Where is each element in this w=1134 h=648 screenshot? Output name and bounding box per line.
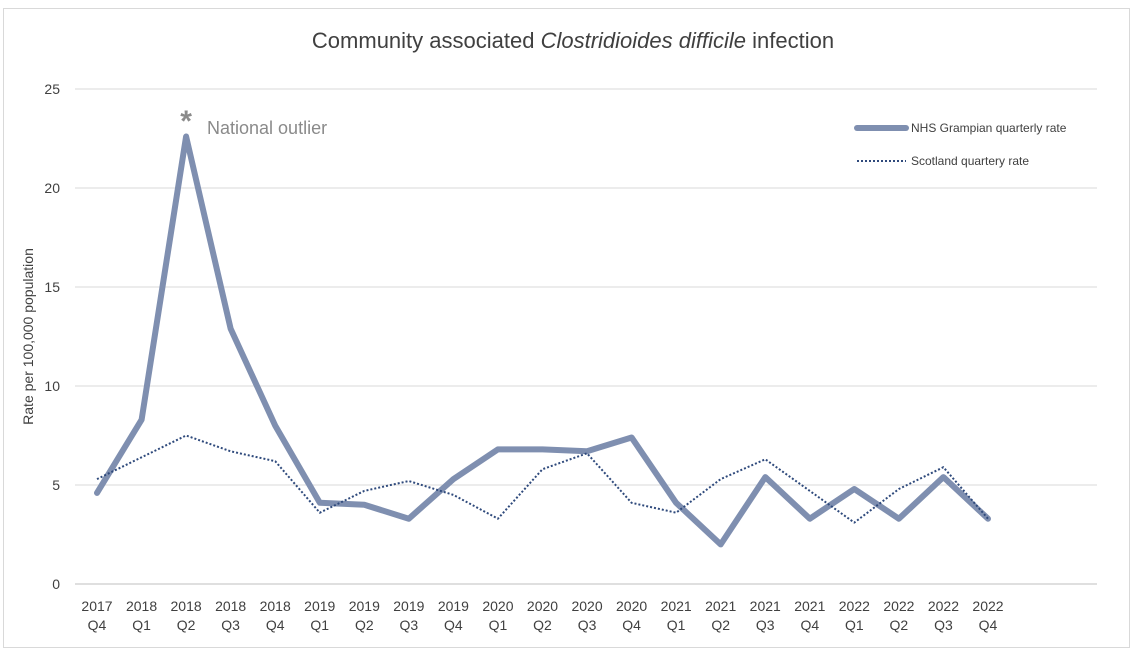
data-point xyxy=(184,434,188,438)
x-tick-label: 2022 xyxy=(928,598,959,614)
x-tick-label: 2022 xyxy=(839,598,870,614)
x-tick-label: Q4 xyxy=(444,617,463,633)
x-tick-label: 2020 xyxy=(482,598,513,614)
data-point xyxy=(362,503,366,507)
x-tick-label: 2019 xyxy=(438,598,469,614)
x-tick-label: 2018 xyxy=(215,598,246,614)
data-point xyxy=(986,517,990,521)
data-point xyxy=(318,511,322,515)
data-point xyxy=(763,457,767,461)
x-tick-label: Q3 xyxy=(400,617,419,633)
x-tick-label: Q4 xyxy=(622,617,641,633)
outlier-marker: * xyxy=(180,105,192,138)
data-point xyxy=(273,459,277,463)
data-point xyxy=(451,493,455,497)
y-tick-label: 0 xyxy=(52,576,60,592)
y-tick-label: 10 xyxy=(44,378,60,394)
x-tick-label: 2021 xyxy=(661,598,692,614)
data-point xyxy=(719,542,723,546)
data-point xyxy=(719,477,723,481)
x-tick-label: Q4 xyxy=(88,617,107,633)
x-tick-label: Q2 xyxy=(355,617,374,633)
x-tick-label: Q1 xyxy=(310,617,329,633)
x-tick-label: 2021 xyxy=(794,598,825,614)
data-point xyxy=(630,501,634,505)
x-tick-label: 2018 xyxy=(126,598,157,614)
y-tick-label: 5 xyxy=(52,477,60,493)
series-line-grampian xyxy=(94,133,991,548)
x-tick-label: 2019 xyxy=(304,598,335,614)
x-tick-label: Q1 xyxy=(132,617,151,633)
data-point xyxy=(140,418,144,422)
data-point xyxy=(496,447,500,451)
x-tick-label: 2020 xyxy=(571,598,602,614)
data-point xyxy=(541,467,545,471)
data-point xyxy=(852,487,856,491)
y-tick-label: 25 xyxy=(44,81,60,97)
data-point xyxy=(541,447,545,451)
data-point xyxy=(630,435,634,439)
x-tick-label: Q1 xyxy=(489,617,508,633)
data-point xyxy=(941,475,945,479)
x-tick-label: Q1 xyxy=(845,617,864,633)
x-tick-label: Q2 xyxy=(711,617,730,633)
outlier-annotation: National outlier xyxy=(207,118,327,138)
x-tick-label: 2017 xyxy=(81,598,112,614)
legend-label: Scotland quartery rate xyxy=(911,154,1029,168)
data-point xyxy=(897,487,901,491)
x-tick-label: 2021 xyxy=(750,598,781,614)
data-point xyxy=(273,424,277,428)
x-tick-label: 2022 xyxy=(883,598,914,614)
x-tick-label: Q2 xyxy=(533,617,552,633)
x-tick-label: Q2 xyxy=(177,617,196,633)
y-tick-label: 20 xyxy=(44,180,60,196)
data-point xyxy=(585,451,589,455)
data-point xyxy=(941,465,945,469)
x-tick-label: Q3 xyxy=(221,617,240,633)
data-point xyxy=(451,477,455,481)
data-point xyxy=(362,489,366,493)
data-point xyxy=(407,479,411,483)
x-tick-label: Q3 xyxy=(934,617,953,633)
data-point xyxy=(407,517,411,521)
data-point xyxy=(852,521,856,525)
x-tick-label: Q4 xyxy=(979,617,998,633)
data-point xyxy=(674,511,678,515)
x-tick-label: 2019 xyxy=(349,598,380,614)
data-point xyxy=(897,517,901,521)
x-tick-label: Q3 xyxy=(578,617,597,633)
data-point xyxy=(496,517,500,521)
x-tick-label: 2020 xyxy=(616,598,647,614)
data-point xyxy=(229,449,233,453)
data-point xyxy=(229,327,233,331)
data-point xyxy=(763,475,767,479)
chart-title: Community associated Clostridioides diff… xyxy=(311,28,835,53)
data-point xyxy=(95,491,99,495)
data-point xyxy=(674,501,678,505)
x-tick-label: Q4 xyxy=(266,617,285,633)
x-tick-label: 2019 xyxy=(393,598,424,614)
x-tick-label: 2021 xyxy=(705,598,736,614)
x-tick-label: Q4 xyxy=(800,617,819,633)
data-point xyxy=(808,517,812,521)
data-point xyxy=(808,489,812,493)
x-tick-label: Q3 xyxy=(756,617,775,633)
y-tick-label: 15 xyxy=(44,279,60,295)
x-tick-label: 2018 xyxy=(260,598,291,614)
data-point xyxy=(140,455,144,459)
x-tick-label: Q2 xyxy=(890,617,909,633)
data-point xyxy=(318,501,322,505)
x-tick-label: 2022 xyxy=(972,598,1003,614)
chart-canvas: 0 5 10 15 20 25 Rate per 100,000 population 201… xyxy=(20,81,1097,633)
y-axis-label: Rate per 100,000 population xyxy=(20,248,36,425)
x-tick-label: 2020 xyxy=(527,598,558,614)
x-tick-label: Q1 xyxy=(667,617,686,633)
series-line-scotland xyxy=(96,434,989,524)
data-point xyxy=(95,477,99,481)
x-tick-label: 2018 xyxy=(171,598,202,614)
legend-label: NHS Grampian quarterly rate xyxy=(911,121,1067,135)
